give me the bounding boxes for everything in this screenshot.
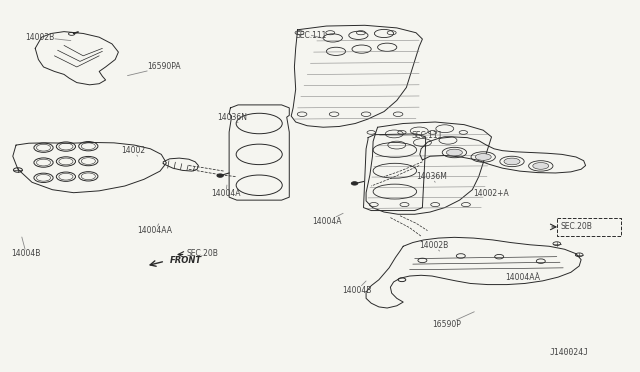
Text: 14002+A: 14002+A bbox=[474, 189, 509, 198]
Polygon shape bbox=[366, 122, 492, 214]
Text: 14002B: 14002B bbox=[419, 241, 449, 251]
Polygon shape bbox=[163, 158, 198, 171]
Polygon shape bbox=[364, 134, 426, 211]
Text: SEC.20B: SEC.20B bbox=[561, 222, 593, 231]
Text: 14004AA: 14004AA bbox=[138, 224, 173, 235]
Polygon shape bbox=[420, 137, 586, 173]
Text: J140024J: J140024J bbox=[549, 348, 588, 357]
Text: 16590PA: 16590PA bbox=[127, 62, 181, 76]
Text: 14036M: 14036M bbox=[416, 172, 447, 182]
Ellipse shape bbox=[504, 158, 520, 165]
Text: 14004B: 14004B bbox=[342, 281, 372, 295]
Text: 14004A: 14004A bbox=[312, 213, 343, 226]
Polygon shape bbox=[366, 237, 581, 308]
Polygon shape bbox=[557, 218, 621, 236]
Polygon shape bbox=[13, 142, 166, 193]
Ellipse shape bbox=[447, 149, 463, 156]
Text: SEC.20B: SEC.20B bbox=[187, 249, 219, 258]
Text: FRONT: FRONT bbox=[170, 256, 202, 265]
Text: 14004A: 14004A bbox=[211, 185, 241, 198]
Text: SEC.111: SEC.111 bbox=[412, 131, 443, 140]
Polygon shape bbox=[35, 32, 118, 85]
Text: 14002B: 14002B bbox=[26, 33, 71, 42]
Ellipse shape bbox=[217, 174, 223, 177]
Ellipse shape bbox=[475, 154, 492, 160]
Text: 14002: 14002 bbox=[122, 146, 146, 156]
Ellipse shape bbox=[351, 182, 358, 185]
Text: 14004B: 14004B bbox=[12, 237, 41, 258]
Text: 16590P: 16590P bbox=[432, 312, 474, 329]
Text: SEC.111: SEC.111 bbox=[296, 31, 327, 40]
Polygon shape bbox=[291, 25, 422, 127]
Polygon shape bbox=[229, 105, 289, 200]
Ellipse shape bbox=[532, 163, 548, 169]
Text: 14036N: 14036N bbox=[218, 113, 248, 123]
Text: 14004AA: 14004AA bbox=[506, 272, 541, 282]
